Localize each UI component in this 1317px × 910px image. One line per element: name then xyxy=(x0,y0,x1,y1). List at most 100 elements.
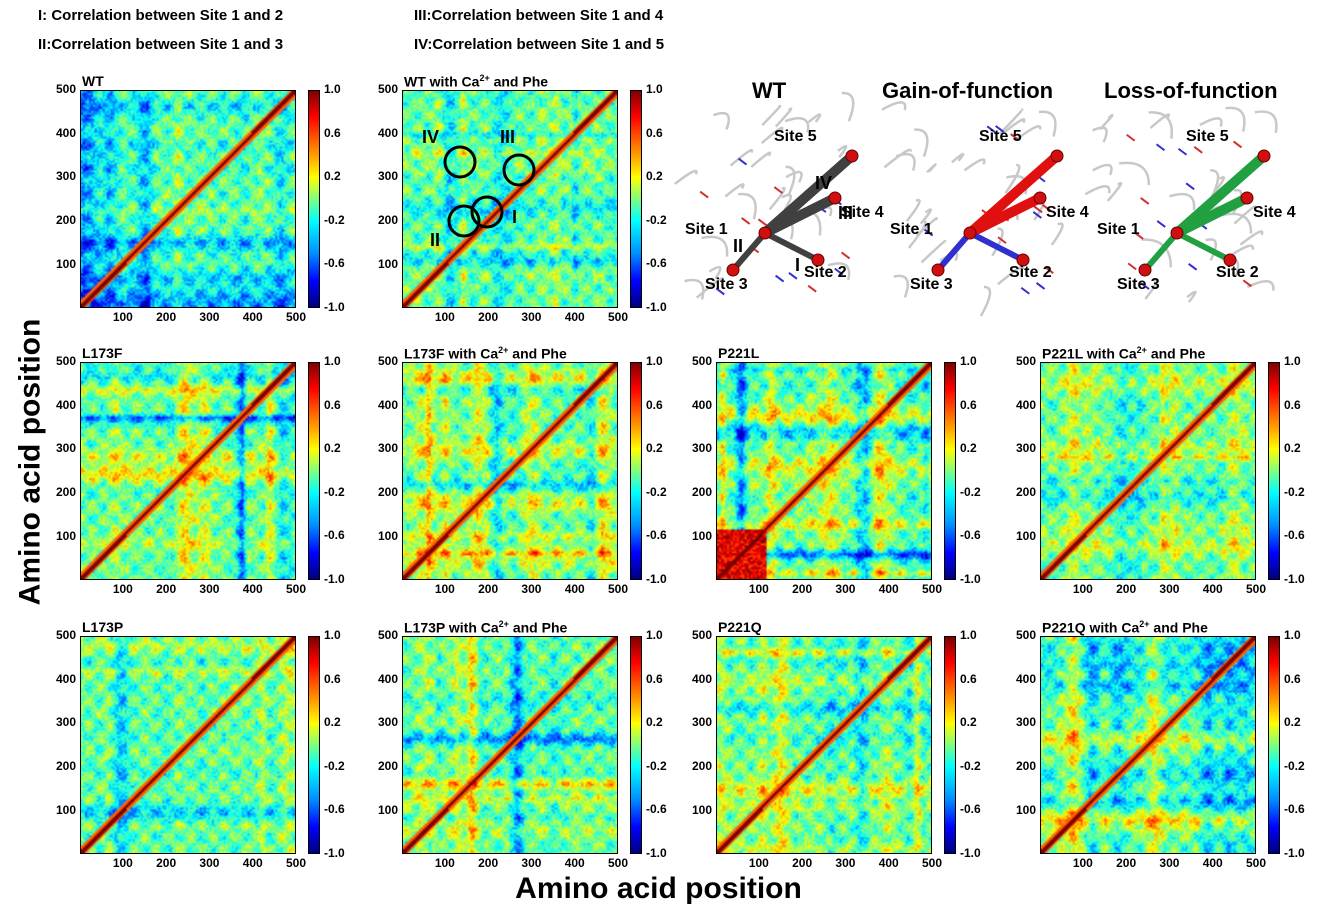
colorbar xyxy=(1268,636,1280,854)
x-tick-label: 200 xyxy=(478,310,499,324)
residue-stick xyxy=(1020,286,1030,295)
panel-title-suffix: and Phe xyxy=(489,73,549,90)
x-tick-label: 200 xyxy=(478,856,499,870)
protein-ribbon xyxy=(1199,117,1223,128)
protein-ribbon xyxy=(712,111,731,130)
panel-title-text: P221L xyxy=(718,345,760,361)
colorbar-tick-label: -1.0 xyxy=(646,300,667,314)
protein-ribbon xyxy=(729,148,754,167)
protein-ribbon xyxy=(1004,163,1021,194)
panel-title-suffix: and Phe xyxy=(1149,619,1208,636)
colorbar-tick-label: 0.2 xyxy=(324,169,341,184)
y-tick-label: 200 xyxy=(55,213,76,228)
y-tick-label: 500 xyxy=(1015,354,1036,368)
circle-roman-label: II xyxy=(430,230,441,250)
colorbar xyxy=(308,636,320,854)
protein-ribbon xyxy=(979,285,992,317)
site-label: Site 5 xyxy=(774,128,817,145)
panel-title: L173P with Ca2+ and Phe xyxy=(404,619,567,636)
site-sphere xyxy=(1050,149,1064,163)
y-tick-label: 300 xyxy=(55,441,76,456)
x-axis-title: Amino acid position xyxy=(515,872,802,905)
site-label: Site 5 xyxy=(1186,128,1229,145)
heatmap-panel: P221L 100 200 300 400 500 100 200 300 400 500 1.0 0.… xyxy=(692,345,1002,610)
colorbar-tick-label: 0.2 xyxy=(1284,715,1301,730)
x-tick-label: 300 xyxy=(199,582,220,596)
heatmap-panel: P221Q with Ca2+ and Phe 100 200 300 400 500 10… xyxy=(1016,619,1317,884)
y-tick-label: 300 xyxy=(55,169,76,184)
panel-title-text: L173F xyxy=(82,345,123,361)
protein-ribbon xyxy=(1232,188,1243,214)
protein-ribbon xyxy=(768,186,786,211)
y-tick-label: 100 xyxy=(691,802,712,817)
site-pair-circle xyxy=(470,195,504,229)
colorbar-tick-label: 1.0 xyxy=(646,354,663,368)
heatmap-panel: L173F 100 200 300 400 500 100 200 300 400 500 1.0 0.… xyxy=(56,345,366,610)
colorbar-tick-label: -1.0 xyxy=(324,300,345,314)
site-sphere xyxy=(845,149,859,163)
site-label: Site 4 xyxy=(1046,204,1089,221)
x-tick-label: 300 xyxy=(1159,856,1180,870)
protein-ribbon xyxy=(1246,280,1275,291)
colorbar-tick-label: 0.2 xyxy=(960,441,977,456)
legend-line-2: II:Correlation between Site 1 and 3 xyxy=(38,36,284,53)
protein-ribbon xyxy=(785,165,796,197)
colorbar-tick-label: 0.6 xyxy=(1284,397,1301,412)
protein-ribbon xyxy=(1050,222,1064,246)
heatmap-panel: WT 100 200 300 400 500 100 200 300 400 500 1.0 0.6 0.… xyxy=(56,73,366,338)
protein-ribbon xyxy=(893,274,909,298)
colorbar-tick-label: 0.2 xyxy=(646,169,663,184)
colorbar-tick-label: -0.2 xyxy=(1284,758,1305,773)
panel-title-suffix: and Phe xyxy=(508,345,567,362)
residue-stick xyxy=(1032,211,1042,219)
site-label: Site 5 xyxy=(979,128,1022,145)
x-tick-label: 400 xyxy=(564,582,585,596)
panel-title-text: P221L with Ca xyxy=(1042,345,1137,362)
circle-roman-label: I xyxy=(512,207,518,227)
colorbar-tick-label: -0.6 xyxy=(324,256,345,271)
residue-stick xyxy=(1127,262,1137,271)
structure-roman-label: II xyxy=(733,236,744,256)
colorbar xyxy=(944,362,956,580)
site-label: Site 2 xyxy=(1009,264,1052,281)
residue-stick xyxy=(737,157,748,166)
protein-ribbon xyxy=(1211,176,1226,196)
x-tick-label: 100 xyxy=(434,310,455,324)
protein-ribbon xyxy=(926,163,937,174)
site-label: Site 1 xyxy=(890,221,933,238)
x-tick-label: 100 xyxy=(112,856,133,870)
colorbar-tick-label: -0.2 xyxy=(324,212,345,227)
y-tick-label: 100 xyxy=(1015,802,1036,817)
panel-title-text: P221Q with Ca xyxy=(1042,619,1140,636)
protein-ribbon xyxy=(1141,238,1172,268)
protein-ribbon xyxy=(1222,212,1253,234)
x-tick-label: 400 xyxy=(242,856,263,870)
site-label: Site 3 xyxy=(705,276,748,293)
colorbar-tick-label: -1.0 xyxy=(646,572,667,586)
correlation-bar xyxy=(935,230,973,273)
colorbar-tick-label: 0.2 xyxy=(1284,441,1301,456)
site-label: Site 3 xyxy=(910,276,953,293)
protein-ribbon xyxy=(914,128,929,158)
structure-roman-label: III xyxy=(838,203,854,223)
panel-title: L173F xyxy=(82,345,122,361)
y-tick-label: 300 xyxy=(377,169,398,184)
residue-stick xyxy=(817,205,827,213)
correlation-bar xyxy=(1172,151,1269,238)
protein-ribbon xyxy=(785,170,803,183)
colorbar-tick-label: 1.0 xyxy=(1284,628,1301,642)
colorbar-tick-label: 0.6 xyxy=(646,671,663,686)
protein-ribbon xyxy=(841,91,855,122)
colorbar-tick-label: 0.6 xyxy=(324,671,341,686)
y-tick-label: 400 xyxy=(1015,671,1036,686)
protein-ribbon xyxy=(895,152,916,171)
heatmap-canvas xyxy=(716,362,932,580)
panel-title-text: L173P xyxy=(82,619,124,635)
y-tick-label: 500 xyxy=(377,628,398,642)
protein-ribbon xyxy=(1254,110,1278,134)
site-sphere xyxy=(1138,263,1152,277)
protein-ribbon xyxy=(1092,126,1108,143)
panel-title-text: L173P with Ca xyxy=(404,619,499,636)
x-tick-label: 300 xyxy=(199,310,220,324)
colorbar-tick-label: 0.2 xyxy=(324,441,341,456)
